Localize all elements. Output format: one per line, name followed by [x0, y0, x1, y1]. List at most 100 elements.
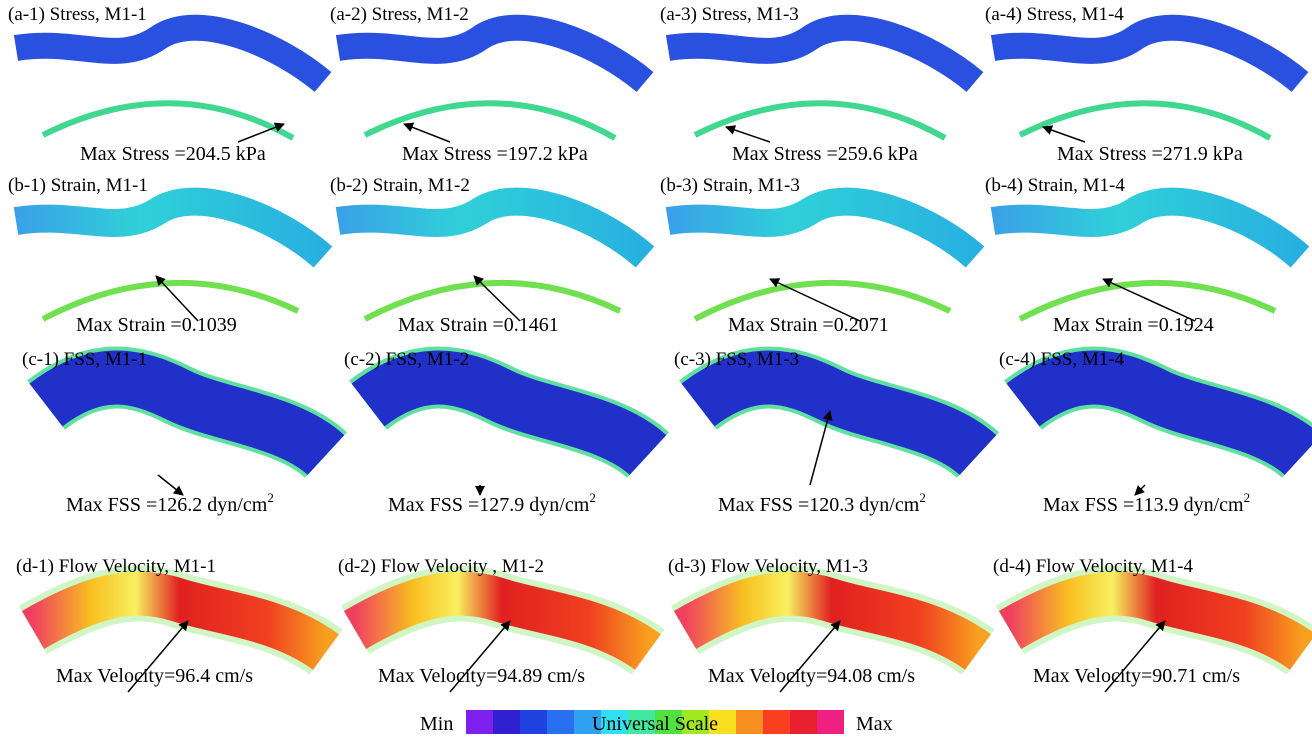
annotation: Max Stress =259.6 kPa	[732, 143, 918, 165]
vessel-wall-inner	[43, 103, 293, 138]
annotation-text: Max FSS =126.2 dyn/cm	[66, 494, 268, 516]
annotation: Max Strain =0.1924	[1053, 314, 1214, 336]
arrow	[1043, 127, 1085, 142]
scale-swatch	[817, 710, 844, 734]
panel: (d-3) Flow Velocity, M1-3 Max Velocity=94…	[668, 556, 978, 692]
panel-title: (c-4) FSS, M1-4	[999, 349, 1125, 370]
scale-swatch	[493, 710, 520, 734]
annotation-text: Max FSS =127.9 dyn/cm	[388, 494, 590, 516]
arrow	[726, 127, 770, 142]
annotation: Max Strain =0.1461	[398, 314, 559, 336]
annotation: Max FSS =113.9 dyn/cm2	[1043, 490, 1250, 516]
annotation-text: Max Strain =0.2071	[728, 314, 889, 336]
annotation-text: Max Velocity=90.71 cm/s	[1033, 665, 1240, 687]
panel-title: (d-3) Flow Velocity, M1-3	[668, 556, 868, 577]
annotation-text: Max Stress =271.9 kPa	[1057, 143, 1243, 165]
vessel-wall-outer	[668, 202, 975, 257]
annotation: Max Strain =0.2071	[728, 314, 889, 336]
annotation: Max Velocity=94.89 cm/s	[378, 665, 585, 687]
vessel-wall-outer	[16, 28, 323, 82]
annotation-text: Max Velocity=94.08 cm/s	[708, 665, 915, 687]
annotation-text: Max Stress =204.5 kPa	[80, 143, 266, 165]
vessel-wall-outer	[338, 28, 645, 82]
panel-title: (c-2) FSS, M1-2	[344, 349, 469, 370]
panel-title: (b-4) Strain, M1-4	[985, 175, 1125, 196]
vessel-wall-outer	[993, 28, 1300, 82]
annotation-superscript: 2	[919, 490, 926, 505]
scale-swatch	[736, 710, 763, 734]
annotation: Max Velocity=94.08 cm/s	[708, 665, 915, 687]
annotation: Max Velocity=90.71 cm/s	[1033, 665, 1240, 687]
vessel-wall-outer	[16, 202, 323, 257]
panel: (b-4) Strain, M1-4 Max Strain =0.1924	[985, 175, 1300, 336]
annotation: Max Strain =0.1039	[76, 314, 237, 336]
annotation-superscript: 2	[589, 490, 596, 505]
lumen	[1023, 378, 1303, 456]
annotation-superscript: 2	[267, 490, 274, 505]
scale-swatch	[547, 710, 574, 734]
vessel-wall-inner	[365, 103, 615, 138]
panel-title: (d-1) Flow Velocity, M1-1	[16, 556, 216, 577]
annotation: Max FSS =126.2 dyn/cm2	[66, 490, 274, 516]
annotation-text: Max Stress =259.6 kPa	[732, 143, 918, 165]
panel: (a-1) Stress, M1-1 Max Stress =204.5 kPa	[8, 4, 323, 165]
panel: (b-2) Strain, M1-2 Max Strain =0.1461	[330, 175, 645, 336]
vessel-wall-inner	[695, 103, 945, 138]
panel: (a-4) Stress, M1-4 Max Stress =271.9 kPa	[985, 4, 1300, 165]
panel: (a-2) Stress, M1-2 Max Stress =197.2 kPa	[330, 4, 645, 165]
panel: (a-3) Stress, M1-3 Max Stress =259.6 kPa	[660, 4, 975, 165]
annotation-text: Max Velocity=96.4 cm/s	[56, 665, 253, 687]
annotation: Max FSS =120.3 dyn/cm2	[718, 490, 926, 516]
annotation: Max Stress =204.5 kPa	[80, 143, 266, 165]
scale-swatch	[520, 710, 547, 734]
figure: (a-1) Stress, M1-1Max Stress =204.5 kPa(…	[0, 0, 1312, 737]
page: {"panels": [ {"title": "(a-1) Stress, M1…	[0, 0, 1312, 737]
panel: (b-1) Strain, M1-1 Max Strain =0.1039	[8, 175, 323, 336]
annotation: Max Stress =197.2 kPa	[402, 143, 588, 165]
panel-title: (c-1) FSS, M1-1	[22, 349, 147, 370]
panel: (c-2) FSS, M1-2 Max FSS =127.9 dyn/cm2	[344, 349, 648, 516]
lumen	[368, 378, 648, 456]
arrow	[238, 124, 284, 142]
annotation-text: Max Strain =0.1924	[1053, 314, 1214, 336]
vessel-wall-outer	[668, 28, 975, 82]
panel-title: (b-2) Strain, M1-2	[330, 175, 470, 196]
scale-swatch	[790, 710, 817, 734]
panel-title: (b-1) Strain, M1-1	[8, 175, 148, 196]
panel: (d-1) Flow Velocity, M1-1 Max Velocity=96…	[16, 556, 326, 692]
annotation-text: Max Velocity=94.89 cm/s	[378, 665, 585, 687]
panel: (c-1) FSS, M1-1 Max FSS =126.2 dyn/cm2	[22, 349, 326, 516]
panel-title: (b-3) Strain, M1-3	[660, 175, 800, 196]
annotation-text: Max Stress =197.2 kPa	[402, 143, 588, 165]
annotation-text: Max Strain =0.1039	[76, 314, 237, 336]
annotation: Max FSS =127.9 dyn/cm2	[388, 490, 596, 516]
annotation: Max Stress =271.9 kPa	[1057, 143, 1243, 165]
annotation-text: Max FSS =120.3 dyn/cm	[718, 494, 920, 516]
panel: (c-3) FSS, M1-3 Max FSS =120.3 dyn/cm2	[674, 349, 978, 516]
panel-title: (d-4) Flow Velocity, M1-4	[993, 556, 1194, 577]
lumen	[46, 378, 326, 456]
arrow	[404, 124, 450, 142]
annotation-superscript: 2	[1244, 490, 1251, 505]
annotation-text: Max Strain =0.1461	[398, 314, 559, 336]
panel: (b-3) Strain, M1-3 Max Strain =0.2071	[660, 175, 975, 336]
lumen	[698, 378, 978, 456]
panel-title: (a-3) Stress, M1-3	[660, 4, 799, 25]
annotation-text: Max FSS =113.9 dyn/cm	[1043, 494, 1244, 516]
panel-title: (a-1) Stress, M1-1	[8, 4, 147, 25]
scale-swatch	[763, 710, 790, 734]
scale-swatch	[466, 710, 493, 734]
panel: (d-4) Flow Velocity, M1-4 Max Velocity=90…	[993, 556, 1303, 692]
vessel-wall-outer	[338, 202, 645, 257]
scale-min: Min	[420, 713, 453, 735]
scale-max: Max	[856, 713, 893, 735]
arrow	[158, 475, 183, 495]
panel: (c-4) FSS, M1-4 Max FSS =113.9 dyn/cm2	[999, 349, 1303, 516]
panel-title: (a-2) Stress, M1-2	[330, 4, 469, 25]
panel-title: (c-3) FSS, M1-3	[674, 349, 799, 370]
panel-title: (a-4) Stress, M1-4	[985, 4, 1124, 25]
panel: (d-2) Flow Velocity , M1-2 Max Velocity=9…	[338, 556, 648, 692]
annotation: Max Velocity=96.4 cm/s	[56, 665, 253, 687]
scale-label: Universal Scale	[592, 713, 718, 735]
panel-title: (d-2) Flow Velocity , M1-2	[338, 556, 544, 577]
